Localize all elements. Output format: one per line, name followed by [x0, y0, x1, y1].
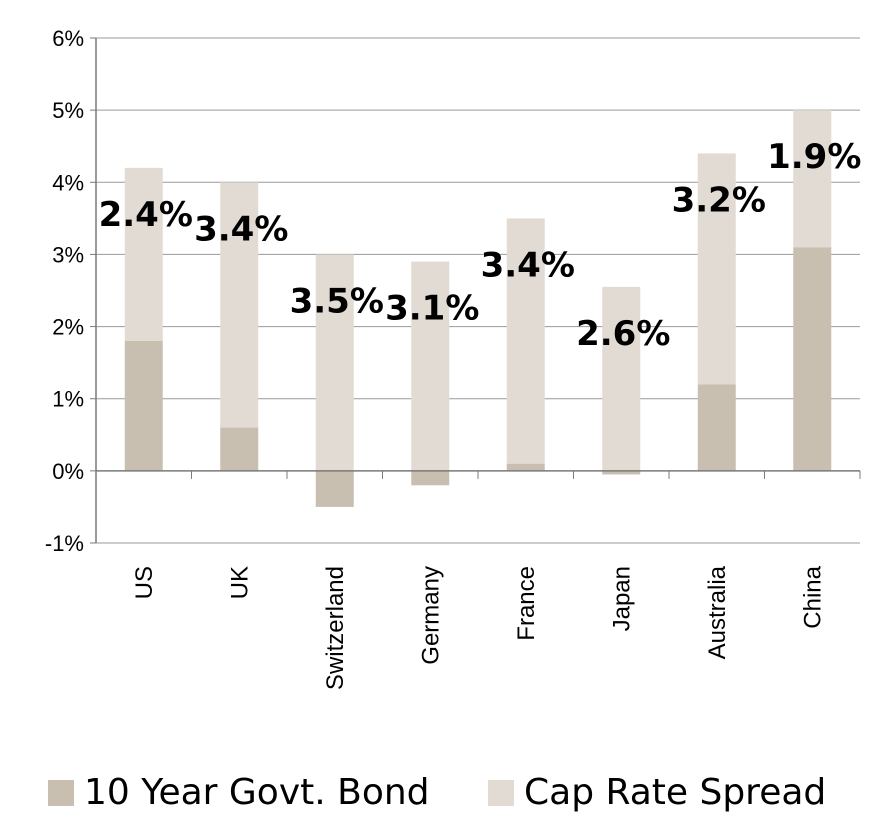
bar-cap-rate-spread-china	[793, 110, 832, 248]
bar-govt-bond-switzerland	[315, 470, 354, 507]
bar-govt-bond-australia	[697, 384, 736, 471]
data-label-france: 3.4%	[481, 245, 575, 285]
legend-item-cap-rate-spread: Cap Rate Spread	[488, 772, 826, 813]
data-labels: 2.4% 3.4%3.5% 3.1%3.4%2.6%3.2%1.9%	[99, 137, 862, 354]
x-tick-label-germany: Germany	[417, 566, 444, 665]
bar-cap-rate-spread-japan	[602, 286, 641, 471]
axes: -1% 0% 1% 2% 3% 4% 5% 6% US UK Switzerland Germany F…	[45, 26, 861, 690]
bar-cap-rate-spread-switzerland	[315, 254, 354, 471]
x-tick-label-france: France	[513, 566, 540, 641]
data-label-switzerland: 3.5%	[290, 281, 384, 321]
bar-govt-bond-us	[124, 341, 163, 471]
bar-govt-bond-china	[793, 247, 832, 471]
bar-chart: -1% 0% 1% 2% 3% 4% 5% 6% US UK Switzerland Germany F…	[45, 26, 862, 690]
y-tick-label: 3%	[52, 242, 84, 267]
bar-govt-bond-japan	[602, 470, 641, 475]
bar-cap-rate-spread-germany	[411, 261, 450, 471]
legend-item-govt-bond: 10 Year Govt. Bond	[48, 772, 430, 813]
y-tick-label: 1%	[52, 387, 84, 412]
data-label-uk: 3.4%	[194, 209, 288, 249]
y-tick-label: 0%	[52, 459, 84, 484]
bar-govt-bond-germany	[411, 470, 450, 486]
y-tick-label: 5%	[52, 98, 84, 123]
x-tick-label-australia: Australia	[704, 565, 731, 659]
y-tick-label: -1%	[45, 531, 84, 556]
data-label-japan: 2.6%	[576, 314, 670, 354]
data-label-germany: 3.1%	[385, 289, 479, 329]
legend: 10 Year Govt. Bond Cap Rate Spread	[0, 772, 894, 832]
x-tick-label-japan: Japan	[608, 566, 635, 631]
bar-cap-rate-spread-uk	[220, 182, 259, 428]
y-tick-label: 2%	[52, 315, 84, 340]
bars	[124, 110, 832, 507]
data-label-australia: 3.2%	[672, 180, 766, 220]
bar-cap-rate-spread-us	[124, 167, 163, 341]
y-tick-label: 6%	[52, 26, 84, 51]
bar-govt-bond-uk	[220, 427, 259, 471]
x-tick-label-uk: UK	[226, 566, 253, 599]
bar-cap-rate-spread-france	[506, 218, 545, 464]
bar-cap-rate-spread-australia	[697, 153, 736, 385]
legend-swatch-govt-bond	[48, 779, 74, 806]
legend-label-cap-rate-spread: Cap Rate Spread	[524, 772, 827, 813]
data-label-china: 1.9%	[767, 137, 861, 177]
x-tick-label-switzerland: Switzerland	[322, 566, 349, 690]
legend-label-govt-bond: 10 Year Govt. Bond	[84, 772, 430, 813]
x-tick-label-china: China	[799, 565, 826, 628]
x-tick-label-us: US	[131, 566, 158, 599]
bar-govt-bond-france	[506, 463, 545, 471]
data-label-us: 2.4%	[99, 195, 193, 235]
legend-swatch-cap-rate-spread	[488, 779, 514, 806]
y-tick-label: 4%	[52, 170, 84, 195]
